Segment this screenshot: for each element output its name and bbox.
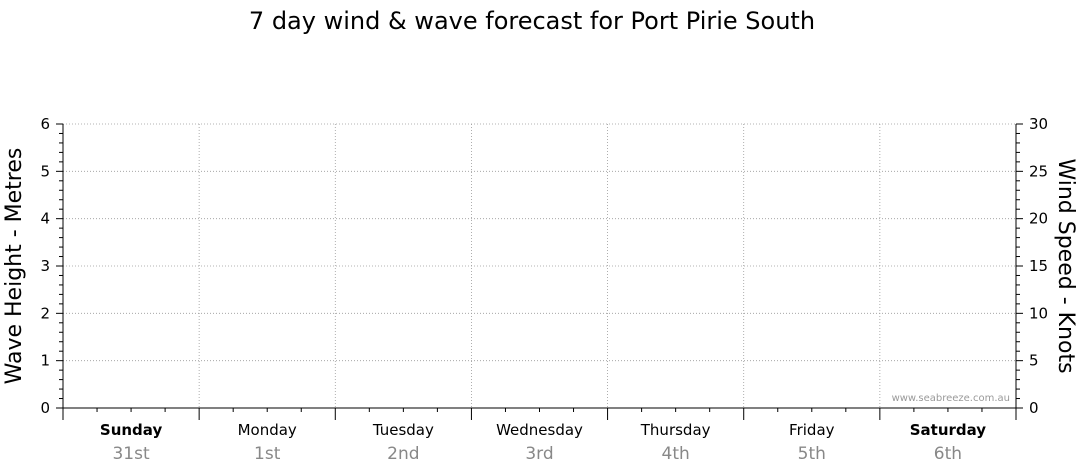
left-tick-label: 3 [40, 257, 50, 275]
right-tick-label: 15 [1029, 257, 1048, 275]
watermark: www.seabreeze.com.au [892, 393, 1010, 404]
day-date-label: 31st [112, 444, 149, 464]
axes [62, 124, 1017, 420]
day-date-label: 5th [798, 444, 826, 464]
left-tick-label: 6 [40, 115, 50, 133]
left-tick-label: 5 [40, 162, 50, 180]
day-name-label: Wednesday [496, 421, 583, 439]
right-axis-title: Wind Speed - Knots [1053, 158, 1078, 373]
day-date-label: 4th [662, 444, 690, 464]
right-tick-label: 5 [1029, 352, 1039, 370]
left-tick-label: 0 [40, 399, 50, 417]
right-tick-label: 10 [1029, 304, 1048, 322]
day-date-label: 1st [254, 444, 281, 464]
left-axis-title: Wave Height - Metres [2, 148, 27, 385]
left-tick-label: 1 [40, 352, 50, 370]
day-name-label: Tuesday [372, 421, 434, 439]
day-name-label: Sunday [100, 421, 163, 439]
right-axis-ticks: 0 5 10 15 20 25 30 [1016, 115, 1048, 417]
right-tick-label: 25 [1029, 162, 1048, 180]
left-axis-ticks: 0 1 2 3 4 5 6 [40, 115, 63, 417]
day-date-label: 6th [934, 444, 962, 464]
left-tick-label: 2 [40, 304, 50, 322]
day-labels: Sunday 31st Monday 1st Tuesday 2nd Wednesday 3r… [100, 421, 986, 464]
right-tick-label: 0 [1029, 399, 1039, 417]
right-tick-label: 30 [1029, 115, 1048, 133]
right-tick-label: 20 [1029, 210, 1048, 228]
day-date-label: 2nd [387, 444, 419, 464]
day-date-label: 3rd [525, 444, 553, 464]
day-name-label: Thursday [640, 421, 711, 439]
chart-title: 7 day wind & wave forecast for Port Piri… [249, 7, 815, 35]
left-tick-label: 4 [40, 210, 50, 228]
day-name-label: Saturday [910, 421, 987, 439]
day-name-label: Friday [789, 421, 835, 439]
grid [63, 123, 1016, 408]
day-name-label: Monday [238, 421, 297, 439]
